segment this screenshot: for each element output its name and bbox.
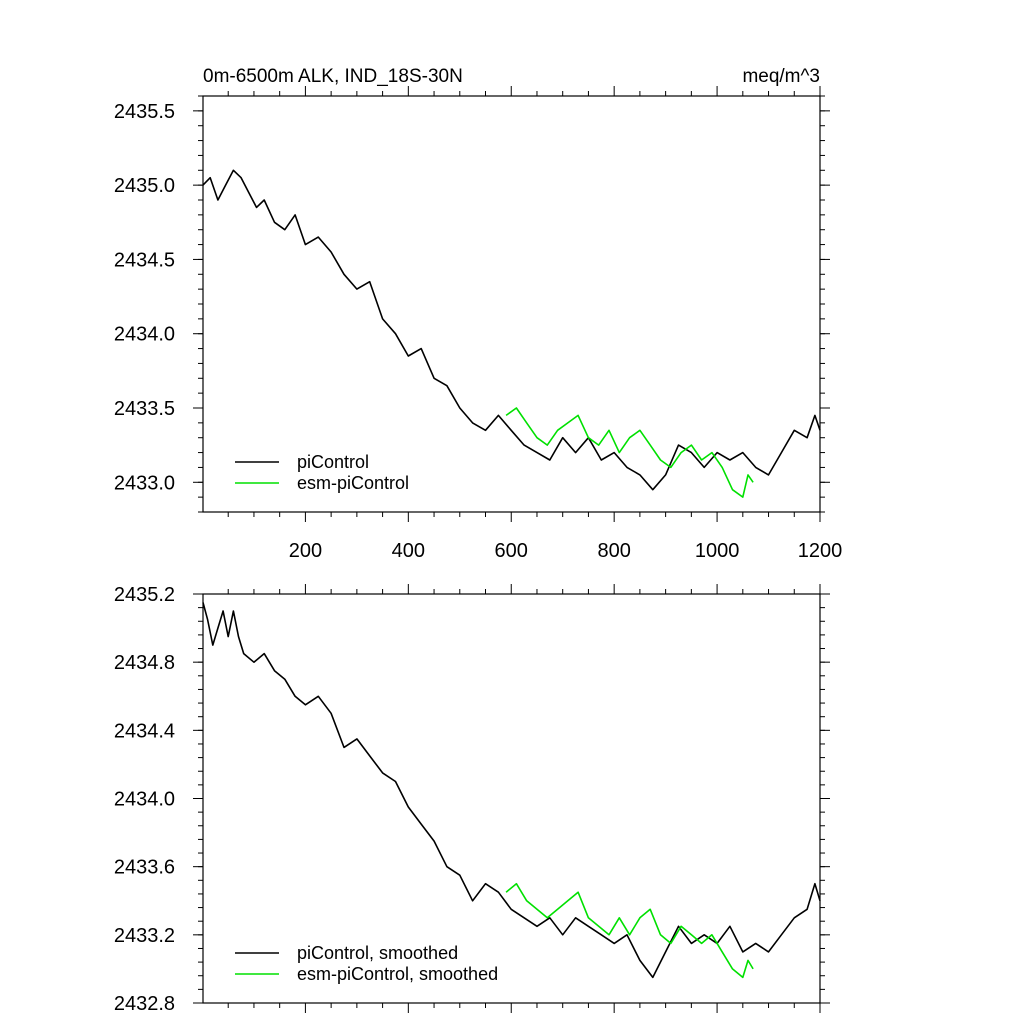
chart-title: 0m-6500m ALK, IND_18S-30N <box>203 66 463 87</box>
y-tick-label: 2435.0 <box>114 175 175 197</box>
y-tick-label: 2434.0 <box>114 324 175 346</box>
x-tick-label: 1200 <box>798 540 843 562</box>
y-tick-label: 2433.5 <box>114 398 175 420</box>
y-tick-label: 2434.4 <box>114 720 175 742</box>
x-tick-label: 800 <box>597 540 630 562</box>
series-line-esm-picontrol <box>505 882 754 979</box>
y-tick-label: 2432.8 <box>114 993 175 1015</box>
y-tick-label: 2434.5 <box>114 249 175 271</box>
legend-label: esm-piControl <box>297 473 409 493</box>
x-tick-label: 400 <box>392 540 425 562</box>
legend-label: piControl <box>297 452 369 472</box>
plot-frame <box>202 593 821 1004</box>
legend-label: piControl, smoothed <box>297 943 458 963</box>
series-line-picontrol <box>202 169 821 491</box>
y-tick-label: 2435.2 <box>114 584 175 606</box>
y-tick-label: 2433.0 <box>114 472 175 494</box>
units-label: meq/m^3 <box>742 66 820 87</box>
y-tick-label: 2433.2 <box>114 925 175 947</box>
bottom-panel: 2432.8 2433.2 2433.6 2434.0 2434.4 2434.8 2435… <box>114 584 830 1015</box>
y-tick-label: 2434.0 <box>114 789 175 811</box>
x-tick-label: 1000 <box>695 540 740 562</box>
y-tick-label: 2433.6 <box>114 857 175 879</box>
x-tick-label: 200 <box>289 540 322 562</box>
x-tick-label: 600 <box>495 540 528 562</box>
legend-label: esm-piControl, smoothed <box>297 964 498 984</box>
series-line-esm-picontrol <box>505 407 754 498</box>
y-tick-label: 2434.8 <box>114 652 175 674</box>
series-line-picontrol <box>202 602 821 979</box>
plot-frame <box>202 95 821 513</box>
top-panel: 200 400 600 800 1000 1200 2433.0 2433.5 2434.0 24… <box>114 86 842 562</box>
y-tick-label: 2435.5 <box>114 101 175 123</box>
